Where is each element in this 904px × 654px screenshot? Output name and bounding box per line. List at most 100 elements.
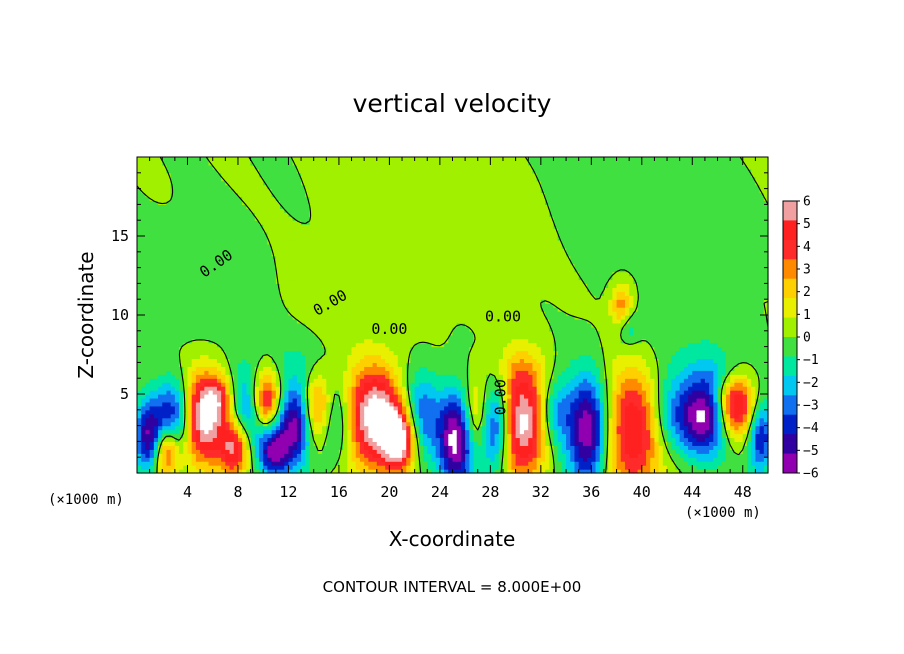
heatmap-cell: [284, 338, 290, 344]
heatmap-cell: [334, 401, 340, 407]
heatmap-cell: [540, 390, 546, 395]
heatmap-cell: [343, 413, 348, 419]
heatmap-cell: [545, 433, 550, 439]
heatmap-cell: [490, 469, 496, 474]
heatmap-cell: [536, 390, 542, 395]
heatmap-cell: [713, 374, 719, 379]
heatmap-cell: [532, 453, 538, 458]
heatmap-cell: [683, 382, 689, 387]
heatmap-cell: [624, 358, 630, 363]
heatmap-cell: [385, 469, 390, 474]
heatmap-cell: [595, 386, 601, 391]
heatmap-cell: [763, 382, 769, 387]
heatmap-cell: [414, 358, 420, 363]
heatmap-cell: [258, 401, 264, 407]
heatmap-cell: [654, 421, 660, 427]
heatmap-cell: [301, 374, 306, 379]
heatmap-cell: [162, 382, 168, 387]
heatmap-cell: [179, 453, 184, 458]
heatmap-cell: [587, 374, 592, 379]
heatmap-cell: [498, 457, 504, 462]
heatmap-cell: [330, 449, 336, 454]
heatmap-cell: [692, 354, 698, 360]
heatmap-cell: [633, 441, 639, 446]
heatmap-cell: [158, 457, 163, 462]
heatmap-cell: [490, 449, 496, 454]
heatmap-cell: [187, 354, 193, 360]
heatmap-cell: [204, 397, 210, 403]
heatmap-cell: [402, 401, 407, 407]
heatmap-cell: [561, 382, 567, 387]
heatmap-cell: [624, 370, 630, 375]
heatmap-cell: [380, 413, 386, 419]
heatmap-cell: [410, 401, 416, 407]
heatmap-cell: [524, 453, 529, 458]
heatmap-cell: [532, 362, 538, 367]
heatmap-cell: [730, 370, 735, 375]
heatmap-cell: [637, 397, 643, 403]
heatmap-cell: [195, 378, 201, 383]
heatmap-cell: [759, 461, 765, 466]
heatmap-cell: [162, 362, 168, 367]
heatmap-cell: [494, 469, 500, 474]
heatmap-cell: [258, 338, 264, 344]
heatmap-cell: [624, 390, 630, 395]
heatmap-cell: [431, 441, 437, 446]
heatmap-cell: [692, 397, 698, 403]
heatmap-cell: [431, 390, 437, 395]
heatmap-cell: [633, 374, 639, 379]
heatmap-cell: [662, 346, 668, 352]
heatmap-cell: [372, 457, 378, 462]
heatmap-cell: [545, 366, 550, 371]
heatmap-cell: [372, 429, 378, 435]
heatmap-cell: [557, 469, 563, 474]
heatmap-cell: [195, 425, 201, 431]
heatmap-cell: [208, 342, 214, 348]
heatmap-cell: [145, 465, 151, 470]
heatmap-cell: [578, 433, 584, 439]
heatmap-cell: [460, 445, 466, 450]
heatmap-cell: [524, 441, 529, 446]
heatmap-cell: [473, 409, 479, 415]
heatmap-cell: [191, 425, 197, 431]
heatmap-cell: [444, 366, 449, 371]
heatmap-cell: [305, 358, 311, 363]
heatmap-cell: [679, 378, 685, 383]
heatmap-cell: [755, 409, 761, 415]
heatmap-cell: [195, 354, 201, 360]
heatmap-cell: [473, 382, 479, 387]
heatmap-cell: [309, 342, 315, 348]
heatmap-cell: [746, 401, 752, 407]
heatmap-cell: [570, 374, 576, 379]
heatmap-cell: [355, 421, 361, 427]
heatmap-cell: [662, 409, 668, 415]
heatmap-cell: [545, 449, 550, 454]
heatmap-cell: [540, 417, 546, 423]
heatmap-cell: [254, 449, 260, 454]
heatmap-cell: [359, 370, 365, 375]
heatmap-cell: [229, 405, 235, 411]
heatmap-cell: [435, 342, 441, 348]
heatmap-cell: [629, 390, 634, 395]
heatmap-cell: [519, 374, 525, 379]
heatmap-cell: [397, 374, 403, 379]
heatmap-cell: [616, 390, 622, 395]
heatmap-cell: [574, 425, 580, 431]
heatmap-cell: [704, 342, 710, 348]
heatmap-cell: [183, 425, 189, 431]
heatmap-cell: [667, 362, 672, 367]
heatmap-cell: [692, 449, 698, 454]
heatmap-cell: [313, 445, 319, 450]
heatmap-cell: [397, 382, 403, 387]
heatmap-cell: [372, 358, 378, 363]
heatmap-cell: [158, 378, 163, 383]
heatmap-cell: [326, 445, 332, 450]
heatmap-cell: [292, 429, 298, 435]
heatmap-cell: [641, 469, 647, 474]
heatmap-cell: [162, 358, 168, 363]
heatmap-cell: [738, 409, 744, 415]
heatmap-cell: [620, 465, 626, 470]
heatmap-cell: [292, 342, 298, 348]
heatmap-cell: [679, 465, 685, 470]
heatmap-cell: [633, 397, 639, 403]
